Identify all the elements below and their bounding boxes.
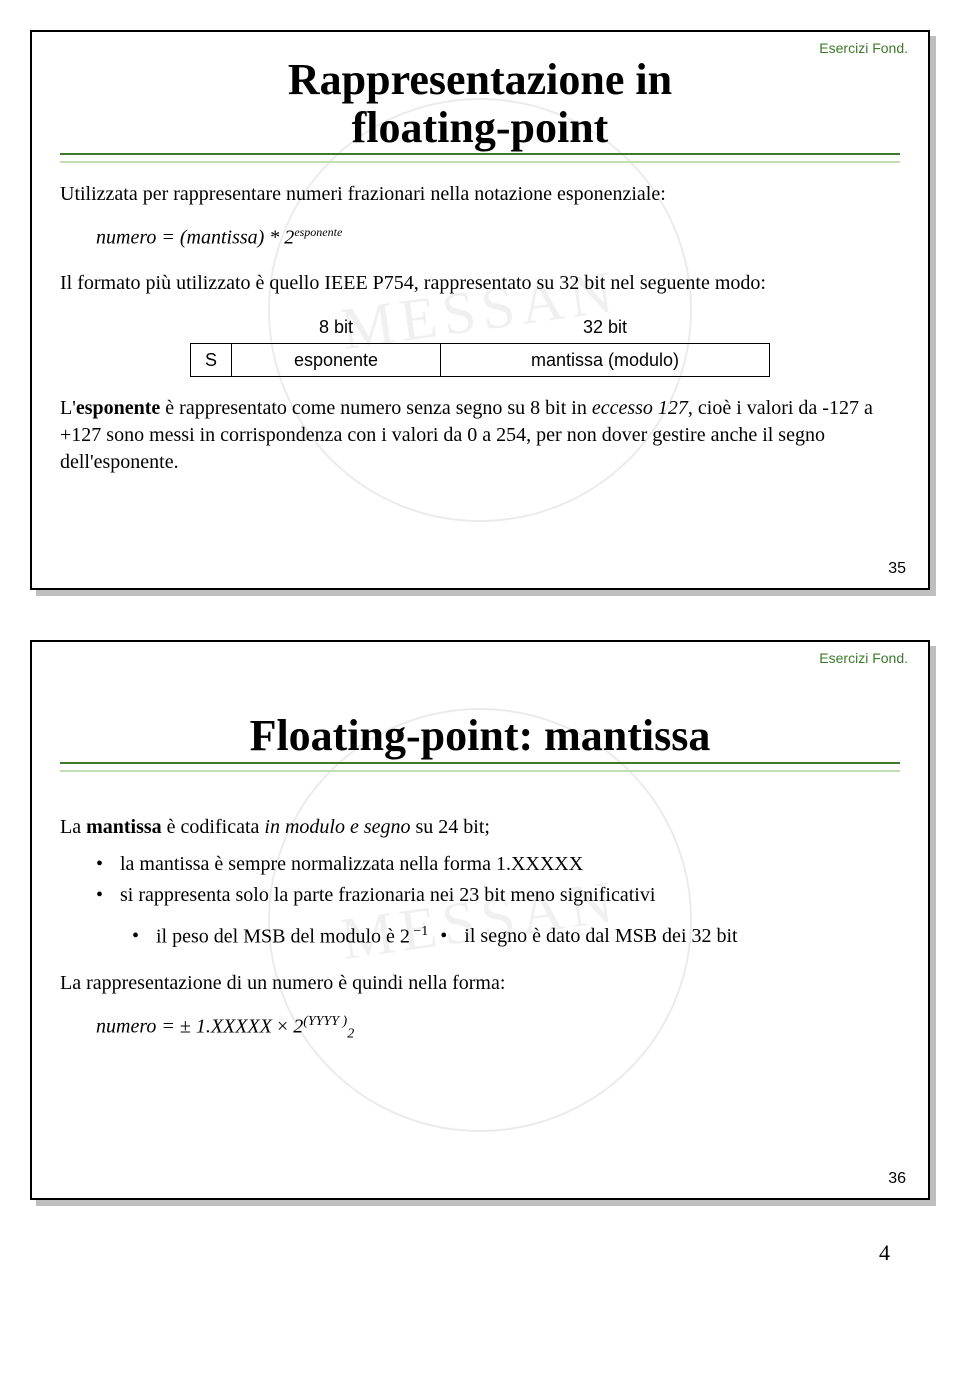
title-rule (60, 762, 900, 772)
list-item: • si rappresenta solo la parte frazionar… (96, 882, 900, 909)
f2-sub: 2 (347, 1027, 354, 1042)
slide1-p1: Utilizzata per rappresentare numeri fraz… (60, 181, 900, 208)
formula-exp: esponente (294, 225, 342, 239)
slide1-p2: Il formato più utilizzato è quello IEEE … (60, 270, 900, 297)
b3-exp: −1 (410, 924, 428, 939)
header-label: Esercizi Fond. (819, 650, 908, 666)
title-line-2: floating-point (352, 103, 609, 152)
cell-32bit: 32 bit (441, 311, 770, 344)
slide2-p1: La mantissa è codificata in modulo e seg… (60, 814, 900, 841)
bullet-icon: • (96, 851, 120, 878)
bullet-icon: • (440, 923, 464, 951)
p3-a: L' (60, 397, 76, 419)
cell-s: S (190, 343, 231, 376)
p3-c: è rappresentato come numero senza segno … (160, 397, 592, 419)
bullet-list-nested: • il peso del MSB del modulo è 2 −1 • il… (132, 923, 900, 951)
slide-title: Floating-point: mantissa (60, 712, 900, 760)
slide1-formula: numero = (mantissa) * 2esponente (96, 224, 900, 252)
p1-a: La (60, 816, 86, 838)
f2-b: 1.XXXXX (191, 1016, 277, 1038)
cell-8bit: 8 bit (232, 311, 441, 344)
bullet-icon: • (96, 882, 120, 909)
f2-exp: (YYYY ) (303, 1014, 347, 1029)
p1-e: su 24 bit; (410, 816, 489, 838)
slide1-body: Utilizzata per rappresentare numeri fraz… (60, 181, 900, 476)
cell-esponente: esponente (232, 343, 441, 376)
slide2-formula: numero = ± 1.XXXXX × 2(YYYY )2 (96, 1013, 900, 1045)
b3a-wrap: il peso del MSB del modulo è 2 −1 (156, 923, 428, 951)
b1: la mantissa è sempre normalizzata nella … (120, 851, 583, 878)
header-label: Esercizi Fond. (819, 40, 908, 56)
b3-b: il segno è dato dal MSB dei 32 bit (464, 923, 737, 951)
p1-c: è codificata (162, 816, 265, 838)
f2-c: 2 (288, 1016, 303, 1038)
slide-number: 36 (888, 1170, 906, 1188)
bullet-icon: • (132, 923, 156, 951)
slide-title: Rappresentazione in floating-point (60, 56, 900, 151)
f2-pm: ± (180, 1016, 191, 1038)
list-item: • la mantissa è sempre normalizzata nell… (96, 851, 900, 878)
slide-35: MESSAN Esercizi Fond. Rappresentazione i… (30, 30, 930, 590)
table-row: 8 bit 32 bit (190, 311, 769, 344)
page-container: MESSAN Esercizi Fond. Rappresentazione i… (0, 0, 960, 1306)
fp-layout-table: 8 bit 32 bit S esponente mantissa (modul… (190, 311, 770, 378)
page-number: 4 (30, 1240, 930, 1266)
f2-exp-y: YYYY (308, 1014, 343, 1029)
cell-mantissa: mantissa (modulo) (441, 343, 770, 376)
cell-blank (190, 311, 231, 344)
b3-a: il peso del MSB del modulo è 2 (156, 925, 410, 947)
title-line-1: Rappresentazione in (288, 55, 672, 104)
f2-mul: × (277, 1016, 288, 1038)
formula-lhs: numero = (mantissa) * 2 (96, 227, 294, 249)
slide-number: 35 (888, 560, 906, 578)
slide2-p2: La rappresentazione di un numero è quind… (60, 970, 900, 997)
slide2-body: La mantissa è codificata in modulo e seg… (60, 814, 900, 1045)
bullet-list: • la mantissa è sempre normalizzata nell… (96, 851, 900, 909)
f2-a: numero = (96, 1016, 180, 1038)
p3-b: esponente (76, 397, 160, 419)
p1-b: mantissa (86, 816, 162, 838)
p1-d: in modulo e segno (264, 816, 410, 838)
slide1-p3: L'esponente è rappresentato come numero … (60, 395, 900, 476)
list-item: • il peso del MSB del modulo è 2 −1 • il… (132, 923, 900, 951)
slide-36: MESSAN Esercizi Fond. Floating-point: ma… (30, 640, 930, 1200)
p3-d: eccesso 127 (592, 397, 688, 419)
table-row: S esponente mantissa (modulo) (190, 343, 769, 376)
title-rule (60, 153, 900, 163)
b2: si rappresenta solo la parte frazionaria… (120, 882, 655, 909)
